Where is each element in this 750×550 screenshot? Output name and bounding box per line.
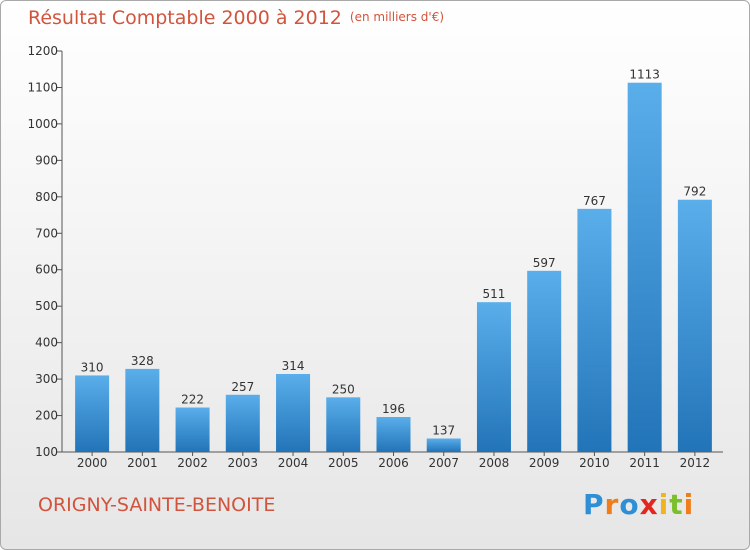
bar-2002 — [175, 407, 210, 452]
data-label: 222 — [181, 393, 204, 407]
data-label: 792 — [683, 185, 706, 199]
chart-subtitle: (en milliers d'€) — [349, 10, 445, 24]
logo-letter: x — [639, 488, 659, 521]
x-tick-label: 2004 — [278, 456, 309, 470]
x-tick-label: 2010 — [579, 456, 610, 470]
data-label: 137 — [432, 424, 455, 438]
x-tick-label: 2011 — [629, 456, 660, 470]
bar-2011 — [627, 82, 662, 452]
data-label: 196 — [382, 402, 405, 416]
bar-2006 — [376, 417, 411, 452]
bar-2008 — [476, 302, 511, 452]
y-tick-label: 900 — [35, 153, 58, 167]
x-tick-label: 2002 — [177, 456, 208, 470]
data-label: 1113 — [629, 68, 660, 82]
data-label: 328 — [131, 354, 154, 368]
logo-letter: i — [658, 488, 670, 521]
axes: 100 200 300 400 500 600 700 800 900 1000 1100 1200 2… — [27, 44, 723, 470]
y-tick-label: 100 — [35, 445, 58, 459]
chart-title: Résultat Comptable 2000 à 2012 (en millie… — [28, 7, 444, 29]
title-text: Résultat Comptable 2000 à 2012 — [28, 7, 342, 29]
y-tick-label: 1000 — [27, 117, 58, 131]
proxiti-logo: Proxiti — [583, 488, 694, 521]
y-tick-label: 800 — [35, 190, 58, 204]
bar-2012 — [677, 199, 712, 452]
data-label: 257 — [231, 380, 254, 394]
logo-letter: P — [583, 488, 605, 521]
bar-2000 — [75, 375, 110, 452]
bar-2001 — [125, 368, 160, 452]
y-tick-label: 1100 — [27, 80, 58, 94]
y-tick-label: 400 — [35, 336, 58, 350]
y-tick-label: 200 — [35, 409, 58, 423]
x-tick-label: 2005 — [328, 456, 359, 470]
x-tick-label: 2001 — [127, 456, 158, 470]
bar-2003 — [225, 394, 260, 452]
bar-2007 — [426, 438, 461, 452]
data-label: 314 — [282, 359, 305, 373]
bar-2004 — [276, 373, 311, 452]
x-tick-label: 2006 — [378, 456, 409, 470]
data-label: 597 — [533, 256, 556, 270]
data-label: 767 — [583, 194, 606, 208]
data-labels: 310 328 222 257 314 250 196 137 511 597 767 1113 792 — [81, 68, 707, 438]
logo-letter: o — [619, 488, 640, 521]
data-label: 250 — [332, 382, 355, 396]
logo-letter: i — [683, 488, 695, 521]
y-tick-label: 700 — [35, 226, 58, 240]
y-tick-label: 1200 — [27, 44, 58, 58]
bar-2010 — [577, 208, 612, 452]
x-tick-label: 2012 — [680, 456, 711, 470]
commune-name: ORIGNY-SAINTE-BENOITE — [38, 494, 276, 516]
x-tick-label: 2003 — [228, 456, 259, 470]
bar-2009 — [527, 270, 562, 452]
x-tick-label: 2000 — [77, 456, 108, 470]
bars — [75, 82, 712, 452]
x-tick-label: 2008 — [479, 456, 510, 470]
logo-letter: t — [669, 488, 684, 521]
data-label: 310 — [81, 360, 104, 374]
y-tick-label: 600 — [35, 263, 58, 277]
y-tick-label: 300 — [35, 372, 58, 386]
logo-letter: r — [604, 488, 620, 521]
data-label: 511 — [483, 287, 506, 301]
y-tick-label: 500 — [35, 299, 58, 313]
x-tick-label: 2007 — [428, 456, 459, 470]
bar-2005 — [326, 397, 361, 452]
x-tick-label: 2009 — [529, 456, 560, 470]
